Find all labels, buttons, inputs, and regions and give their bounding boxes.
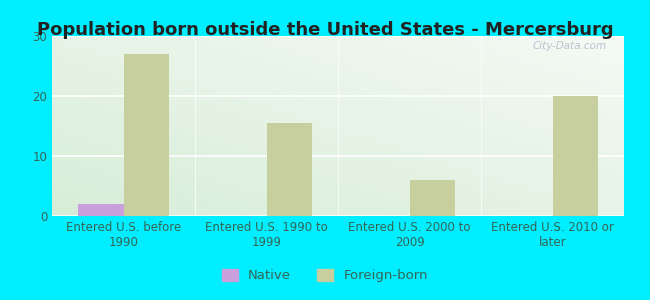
Legend: Native, Foreign-born: Native, Foreign-born: [216, 263, 434, 287]
Bar: [552, 96, 598, 216]
Bar: [124, 54, 169, 216]
Bar: [410, 180, 455, 216]
Text: Population born outside the United States - Mercersburg: Population born outside the United State…: [36, 21, 614, 39]
Text: City-Data.com: City-Data.com: [533, 41, 607, 51]
Bar: [78, 204, 124, 216]
Bar: [266, 123, 312, 216]
